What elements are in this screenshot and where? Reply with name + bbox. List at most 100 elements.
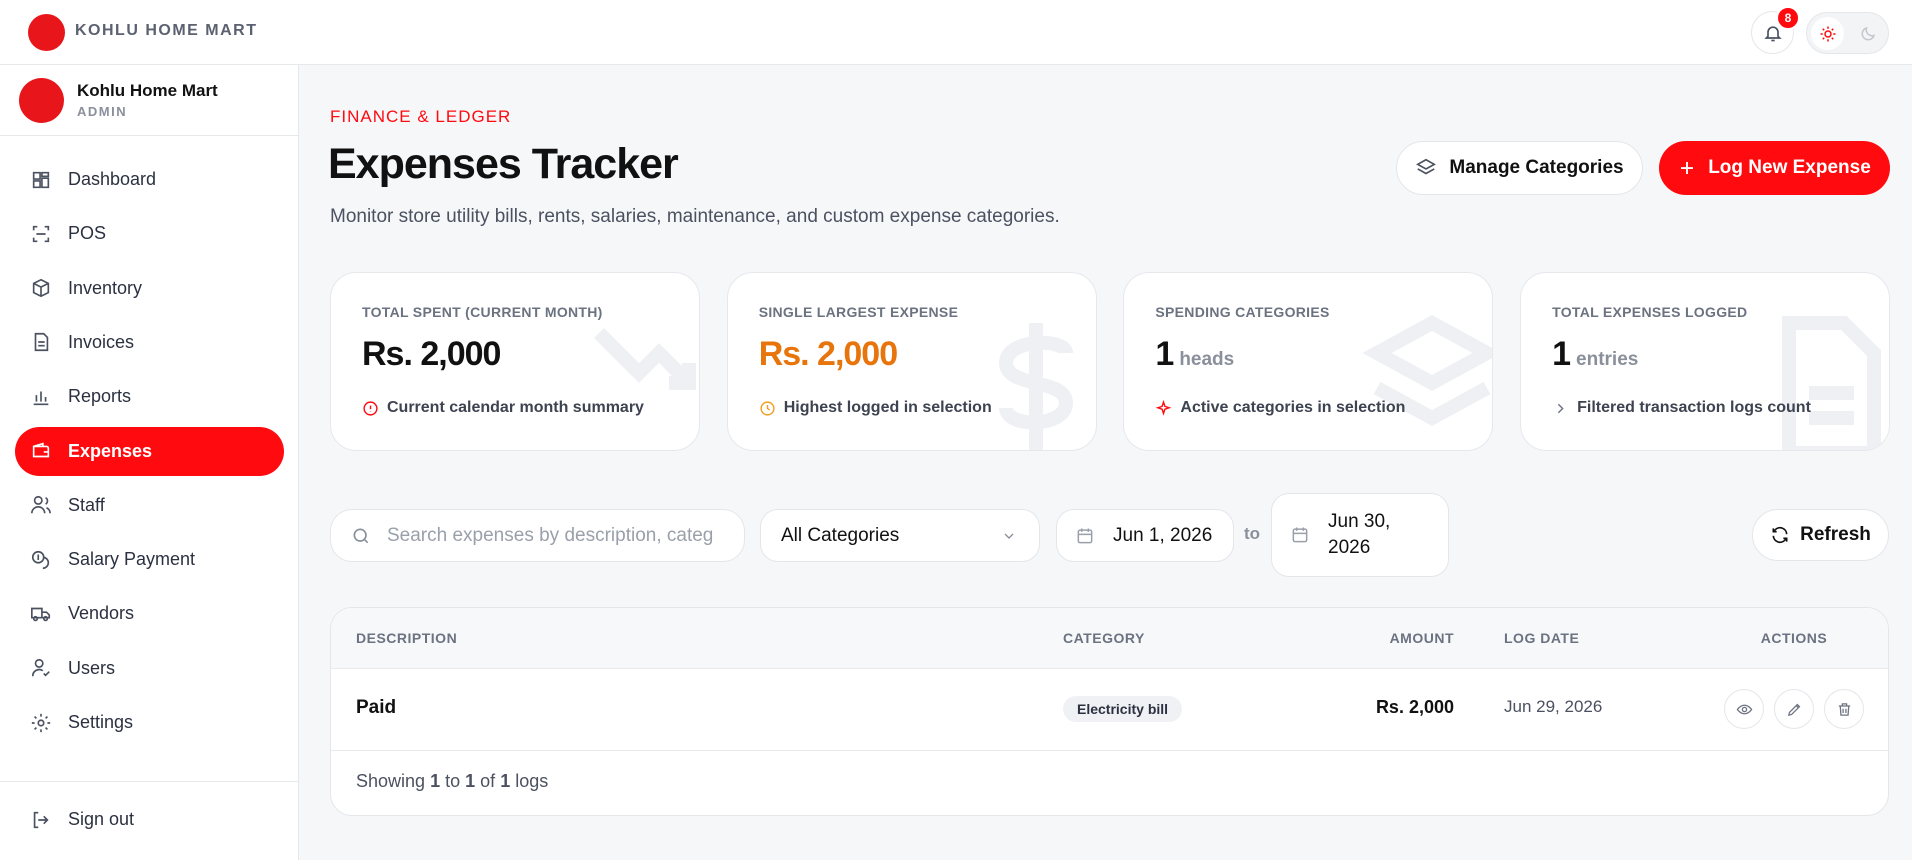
sign-out-label: Sign out bbox=[68, 809, 135, 829]
date-to-value: Jun 30, 2026 bbox=[1328, 511, 1391, 558]
page-subtitle: Monitor store utility bills, rents, sala… bbox=[330, 206, 1060, 227]
note-icon bbox=[760, 400, 775, 416]
card-value-number: 1 bbox=[1155, 335, 1174, 373]
card-note: Active categories in selection bbox=[1155, 399, 1405, 417]
profile-avatar bbox=[19, 78, 64, 123]
note-icon bbox=[363, 400, 378, 416]
table-header bbox=[331, 608, 1888, 669]
nav-item[interactable]: Staff bbox=[15, 481, 284, 530]
nav-icon bbox=[32, 171, 50, 188]
card-watermark bbox=[594, 328, 696, 390]
nav-icon bbox=[31, 713, 51, 732]
nav-item[interactable]: Invoices bbox=[15, 318, 284, 367]
edit-button[interactable] bbox=[1774, 689, 1814, 729]
card-note-text: Active categories in selection bbox=[1180, 399, 1406, 416]
action-icon bbox=[1736, 704, 1752, 714]
nav-label: Salary Payment bbox=[68, 549, 196, 570]
text: to bbox=[445, 771, 461, 791]
card-note: Current calendar month summary bbox=[362, 399, 644, 417]
dark-mode[interactable] bbox=[1859, 25, 1877, 43]
page-title: Expenses Tracker bbox=[328, 140, 679, 188]
refresh-button[interactable]: Refresh bbox=[1752, 509, 1889, 561]
row-divider bbox=[331, 750, 1888, 751]
cell-amount: Rs. 2,000 bbox=[1375, 697, 1454, 717]
date-to[interactable]: Jun 30, 2026 bbox=[1271, 493, 1449, 577]
profile-role: ADMIN bbox=[77, 104, 128, 119]
nav-icon bbox=[32, 550, 50, 569]
view-button[interactable] bbox=[1724, 689, 1764, 729]
search-input[interactable]: Search expenses by description, categ bbox=[330, 509, 745, 562]
sidebar: Kohlu Home Mart ADMIN Sign out Dashboard… bbox=[0, 65, 299, 860]
card-note-text: Filtered transaction logs count bbox=[1577, 399, 1811, 416]
card-watermark bbox=[1362, 315, 1493, 426]
delete-button[interactable] bbox=[1824, 689, 1864, 729]
button-label: Refresh bbox=[1800, 524, 1871, 545]
nav-label: Inventory bbox=[68, 277, 143, 298]
nav-icon bbox=[31, 496, 51, 514]
nav-label: Reports bbox=[68, 386, 132, 407]
notification-badge: 8 bbox=[1776, 6, 1800, 30]
nav-label: Staff bbox=[68, 494, 105, 515]
nav-item[interactable]: Inventory bbox=[15, 264, 284, 313]
nav-item[interactable]: Expenses bbox=[15, 426, 284, 476]
nav-item[interactable]: POS bbox=[15, 209, 284, 258]
card-note-text: Highest logged in selection bbox=[783, 399, 992, 416]
nav-label: Vendors bbox=[68, 603, 135, 624]
nav-item[interactable]: Vendors bbox=[15, 589, 284, 638]
nav-label: Invoices bbox=[68, 331, 135, 352]
nav-label: POS bbox=[68, 223, 107, 244]
text: logs bbox=[515, 771, 549, 791]
card-value: 1 heads bbox=[1155, 335, 1234, 374]
card-value: Rs. 2,000 bbox=[362, 335, 501, 374]
cell-date: Jun 29, 2026 bbox=[1504, 697, 1603, 716]
sign-out[interactable]: Sign out bbox=[15, 795, 284, 844]
card-label: SINGLE LARGEST EXPENSE bbox=[758, 304, 959, 320]
nav-label: Expenses bbox=[68, 440, 153, 461]
brand: KOHLU HOME MART bbox=[75, 22, 258, 39]
action-icon bbox=[1838, 702, 1850, 716]
card-unit: heads bbox=[1179, 349, 1235, 370]
card-unit: entries bbox=[1576, 349, 1639, 370]
manage-categories-button[interactable]: Manage Categories bbox=[1396, 141, 1643, 195]
stat-card: TOTAL SPENT (CURRENT MONTH) Rs. 2,000 Curr… bbox=[330, 272, 700, 451]
date-from[interactable]: Jun 1, 2026 bbox=[1056, 509, 1234, 562]
number: 1 bbox=[465, 771, 476, 791]
stat-card: TOTAL EXPENSES LOGGED 1 entries Filtered tr… bbox=[1520, 272, 1891, 451]
bell-icon bbox=[1763, 25, 1782, 41]
stat-card: SINGLE LARGEST EXPENSE Rs. 2,000 Highest l… bbox=[726, 272, 1097, 451]
card-watermark bbox=[1782, 316, 1882, 450]
nav-icon bbox=[31, 607, 51, 622]
nav-icon bbox=[32, 225, 50, 242]
card-note: Highest logged in selection bbox=[759, 399, 992, 417]
nav-item[interactable]: Settings bbox=[15, 698, 284, 747]
button-label: Manage Categories bbox=[1449, 157, 1624, 178]
date-separator: to bbox=[1244, 524, 1261, 543]
number: 1 bbox=[500, 771, 511, 791]
card-value-number: 1 bbox=[1552, 335, 1571, 373]
card-note-text: Current calendar month summary bbox=[387, 399, 644, 416]
nav-icon bbox=[33, 391, 49, 405]
column-header: DESCRIPTION bbox=[356, 630, 458, 646]
category-select-value: All Categories bbox=[781, 524, 900, 546]
card-label: TOTAL EXPENSES LOGGED bbox=[1552, 304, 1748, 320]
category-select[interactable]: All Categories bbox=[760, 509, 1040, 562]
light-mode[interactable] bbox=[1811, 17, 1844, 50]
search-placeholder: Search expenses by description, categ bbox=[387, 524, 714, 546]
nav-item[interactable]: Salary Payment bbox=[15, 535, 284, 584]
nav-icon bbox=[34, 333, 49, 352]
theme-toggle[interactable] bbox=[1806, 12, 1889, 54]
nav-label: Dashboard bbox=[68, 169, 157, 189]
note-icon bbox=[1557, 403, 1564, 413]
nav-item[interactable]: Users bbox=[15, 644, 284, 693]
logo bbox=[28, 14, 65, 51]
nav-item[interactable]: Dashboard bbox=[15, 155, 284, 204]
category-chip: Electricity bill bbox=[1063, 696, 1183, 722]
notifications-button[interactable] bbox=[1751, 11, 1794, 54]
nav-item[interactable]: Reports bbox=[15, 372, 284, 421]
card-value-number: Rs. 2,000 bbox=[362, 335, 501, 373]
button-label: Log New Expense bbox=[1708, 157, 1871, 178]
log-expense-button[interactable]: Log New Expense bbox=[1659, 141, 1890, 195]
divider bbox=[0, 781, 298, 782]
column-header: AMOUNT bbox=[1389, 630, 1454, 646]
